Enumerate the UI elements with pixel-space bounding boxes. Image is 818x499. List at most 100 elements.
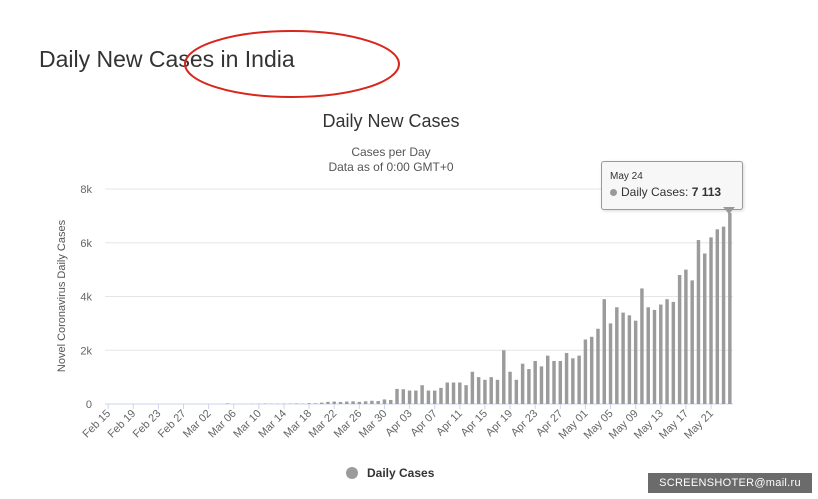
y-axis-ticks: 0 2k 4k 6k 8k <box>80 184 92 411</box>
bar[interactable] <box>615 307 619 404</box>
tooltip-date: May 24 <box>610 171 643 182</box>
chart-subtitle-line-2: Data as of 0:00 GMT+0 <box>328 160 454 174</box>
bar[interactable] <box>608 323 613 405</box>
bar[interactable] <box>640 288 644 404</box>
bar[interactable] <box>357 401 362 404</box>
bar[interactable] <box>696 240 701 404</box>
bar[interactable] <box>677 275 682 404</box>
y-tick-label: 4k <box>80 292 92 304</box>
bar[interactable] <box>395 388 399 404</box>
tooltip-line: Daily Cases: 7 113 <box>610 185 721 199</box>
bar[interactable] <box>502 350 506 404</box>
bar[interactable] <box>709 237 713 405</box>
bar[interactable] <box>621 312 625 405</box>
y-tick-label: 2k <box>80 345 92 357</box>
bar[interactable] <box>558 361 563 404</box>
bar[interactable] <box>633 320 638 404</box>
bar[interactable] <box>703 253 707 405</box>
bar[interactable] <box>382 399 387 404</box>
bar[interactable] <box>533 361 537 404</box>
bar[interactable] <box>577 355 581 405</box>
x-tick-label: Apr 11 <box>434 408 465 439</box>
bar[interactable] <box>564 352 569 404</box>
bar[interactable] <box>508 371 512 404</box>
bar[interactable] <box>407 390 412 404</box>
bar[interactable] <box>520 363 525 404</box>
bar[interactable] <box>571 358 575 404</box>
bar[interactable] <box>627 315 632 404</box>
x-tick-label: Apr 23 <box>509 408 540 439</box>
bar[interactable] <box>665 299 669 404</box>
bar[interactable] <box>470 371 475 404</box>
bar[interactable] <box>483 379 487 404</box>
bar[interactable] <box>539 366 544 405</box>
legend-marker-icon <box>346 467 358 479</box>
bar[interactable] <box>338 401 343 404</box>
bar[interactable] <box>546 355 550 405</box>
bar[interactable] <box>345 401 349 404</box>
bar[interactable] <box>659 304 663 404</box>
bar[interactable] <box>389 399 393 404</box>
bar[interactable] <box>476 377 481 405</box>
legend-item-daily-cases[interactable]: Daily Cases <box>346 466 434 480</box>
y-tick-label: 0 <box>86 399 92 411</box>
bar[interactable] <box>307 403 311 404</box>
bar[interactable] <box>439 387 443 405</box>
bar[interactable] <box>420 385 424 404</box>
bar[interactable] <box>401 389 406 404</box>
bar[interactable] <box>728 212 732 404</box>
bar[interactable] <box>458 382 462 405</box>
bar[interactable] <box>690 280 694 405</box>
y-axis-label: Novel Coronavirus Daily Cases <box>56 219 68 372</box>
bar[interactable] <box>426 390 431 404</box>
bar[interactable] <box>589 336 594 404</box>
bar[interactable] <box>464 385 468 404</box>
bar[interactable] <box>351 401 355 404</box>
watermark: SCREENSHOTER@mail.ru <box>648 473 812 493</box>
bar[interactable] <box>514 379 519 404</box>
bar-series <box>206 212 732 405</box>
bar[interactable] <box>583 339 588 405</box>
bar[interactable] <box>445 382 449 405</box>
bar[interactable] <box>451 382 456 405</box>
x-tick-label: Apr 19 <box>484 408 515 439</box>
bar[interactable] <box>671 301 676 405</box>
bar[interactable] <box>414 390 418 404</box>
bar[interactable] <box>602 299 606 404</box>
bar[interactable] <box>376 401 380 404</box>
bar[interactable] <box>294 403 299 404</box>
tooltip-value: 7 113 <box>691 185 722 199</box>
bar[interactable] <box>684 269 688 405</box>
bar[interactable] <box>596 328 600 404</box>
bar[interactable] <box>363 401 368 404</box>
bar[interactable] <box>225 403 230 404</box>
x-tick-label: Apr 07 <box>408 408 439 439</box>
bar[interactable] <box>326 401 330 404</box>
tooltip-series-dot <box>610 189 617 196</box>
chart-subtitle: Cases per Day Data as of 0:00 GMT+0 <box>0 145 782 175</box>
bar[interactable] <box>332 401 336 404</box>
bar[interactable] <box>432 390 437 404</box>
bar[interactable] <box>527 369 531 404</box>
tooltip-arrow <box>723 207 735 214</box>
bar[interactable] <box>370 400 374 404</box>
bar[interactable] <box>715 229 720 404</box>
page-heading: Daily New Cases in India <box>39 46 295 72</box>
bar[interactable] <box>319 402 324 404</box>
bar[interactable] <box>652 309 657 404</box>
grid-lines <box>105 188 733 405</box>
bar[interactable] <box>721 226 726 405</box>
y-tick-label: 6k <box>80 238 92 250</box>
bar[interactable] <box>552 361 556 404</box>
bar[interactable] <box>646 307 650 404</box>
x-tick-label: Mar 30 <box>357 408 390 441</box>
bar[interactable] <box>313 403 318 404</box>
x-tick-label: Apr 15 <box>459 408 490 439</box>
bar[interactable] <box>489 377 493 405</box>
tooltip-series-name: Daily Cases <box>621 185 686 199</box>
y-tick-label: 8k <box>80 184 92 196</box>
bar[interactable] <box>495 379 500 404</box>
